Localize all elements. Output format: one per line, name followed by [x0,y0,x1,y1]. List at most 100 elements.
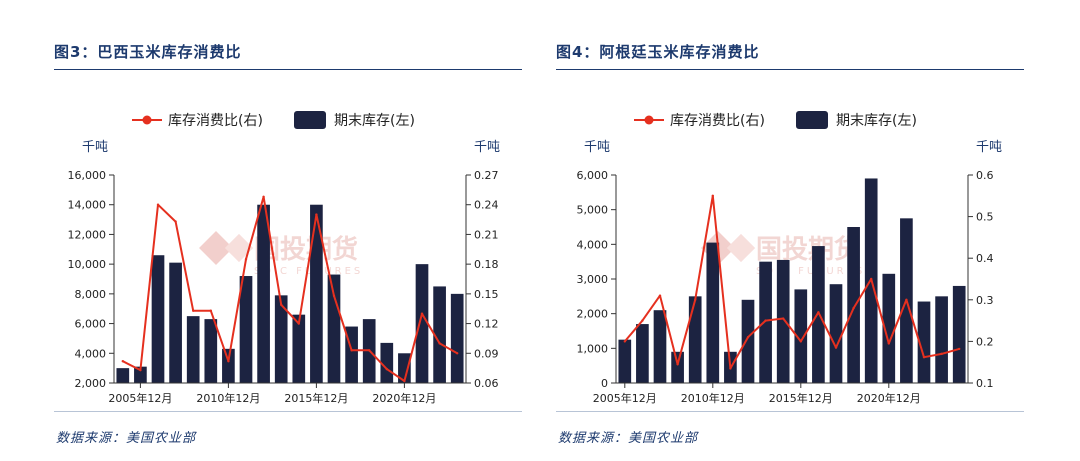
right-tick-label: 0.5 [976,211,994,224]
line-point [368,349,371,352]
bar-stock [116,368,130,383]
legend: 库存消费比(右) 期末库存(左) [634,111,917,129]
axes: 2,000 4,000 6,000 8,000 10,000 12,000 14,000 16… [68,169,499,405]
x-tick-label: 2015年12月 [284,391,348,405]
right-tick-label: 0.1 [976,377,994,390]
bar-stock [653,310,667,383]
line-point [905,298,908,301]
bar-stock [222,348,235,383]
watermark-subtext: SDIC FUTURES [756,266,865,277]
bar-stock [741,299,755,383]
bar-stock [952,285,966,383]
x-tick-label: 2020年12月 [857,391,921,405]
left-tick-label: 16,000 [68,169,107,182]
line-point [870,277,873,281]
legend-label-ratio: 库存消费比(右) [168,113,263,129]
bar-stock [151,255,165,383]
chart-panel-argentina: 图4：阿根廷玉米库存消费比 库存消费比(右) 期末库存(左) 千吨 千吨 国投期货 SDI… [556,0,1024,461]
bar-stock [618,339,632,383]
line-point [420,312,424,315]
left-axis-unit: 千吨 [82,140,108,155]
line-point [852,306,855,310]
title-divider [54,69,522,70]
left-tick-label: 6,000 [75,318,107,331]
line-point [782,317,785,320]
bar-stock [776,259,790,383]
bar-stock [204,319,218,383]
legend: 库存消费比(右) 期末库存(左) [132,111,415,129]
bar-stock [274,295,288,383]
bar-stock [398,353,411,383]
line-point [711,194,714,197]
line-point [658,294,662,297]
right-tick-label: 0.21 [474,228,499,241]
line-point [332,294,336,298]
line-point [729,367,732,370]
bar-stock [415,264,429,383]
bar-stock [759,261,772,383]
left-tick-label: 4,000 [75,347,107,360]
left-tick-label: 8,000 [75,288,107,301]
watermark-logo-2 [726,233,756,263]
figure-title: 图4：阿根廷玉米库存消费比 [556,43,760,61]
data-source: 数据来源：美国农业部 [56,431,197,446]
right-tick-label: 0.15 [474,288,499,301]
left-tick-label: 2,000 [577,308,609,321]
footer-divider [556,411,1024,412]
data-source: 数据来源：美国农业部 [558,431,699,446]
line-series [623,194,961,370]
bar-series [116,204,464,383]
x-tick-label: 2015年12月 [769,391,833,405]
bar-stock [935,296,948,383]
right-tick-label: 0.06 [474,377,499,390]
right-tick-label: 0.18 [474,258,499,271]
bar-stock [671,351,684,383]
line-point [623,340,626,343]
line-point [799,340,802,343]
left-tick-label: 5,000 [577,204,609,217]
bar-stock [186,316,200,383]
legend-label-stock: 期末库存(左) [836,113,917,129]
left-tick-label: 6,000 [577,169,609,182]
legend-line-marker [644,115,654,125]
bar-stock [169,262,182,383]
line-point [834,346,838,349]
line-point [156,203,160,206]
line-point [403,379,406,383]
right-tick-label: 0.2 [976,335,994,348]
line-point [385,367,388,371]
watermark-text: 国投期货 [756,234,860,265]
x-tick-label: 2010年12月 [681,391,745,405]
line-series [121,195,459,383]
left-tick-label: 10,000 [68,258,107,271]
bar-stock [327,274,341,383]
line-point [121,360,125,363]
footer-divider [54,411,522,412]
line-point [694,298,697,301]
line-stock-to-use [122,195,458,382]
bar-series [618,178,966,383]
right-tick-label: 0.4 [976,252,994,265]
left-tick-label: 14,000 [68,199,107,212]
right-tick-label: 0.09 [474,347,499,360]
left-axis-unit: 千吨 [584,140,610,155]
bar-stock [310,204,323,383]
line-point [746,336,750,339]
x-tick-label: 2010年12月 [196,391,260,405]
bar-stock [433,286,446,383]
line-point [315,213,318,216]
line-point [297,322,300,325]
left-tick-label: 0 [601,377,608,390]
x-tick-label: 2020年12月 [372,391,436,405]
bar-stock [688,296,702,383]
x-tick-label: 2005年12月 [593,391,657,405]
left-tick-label: 4,000 [577,238,609,251]
bar-stock [794,289,808,383]
line-point [641,319,644,322]
line-point [456,352,459,355]
title-divider [556,69,1024,70]
left-tick-label: 12,000 [68,228,107,241]
line-point [209,309,212,312]
